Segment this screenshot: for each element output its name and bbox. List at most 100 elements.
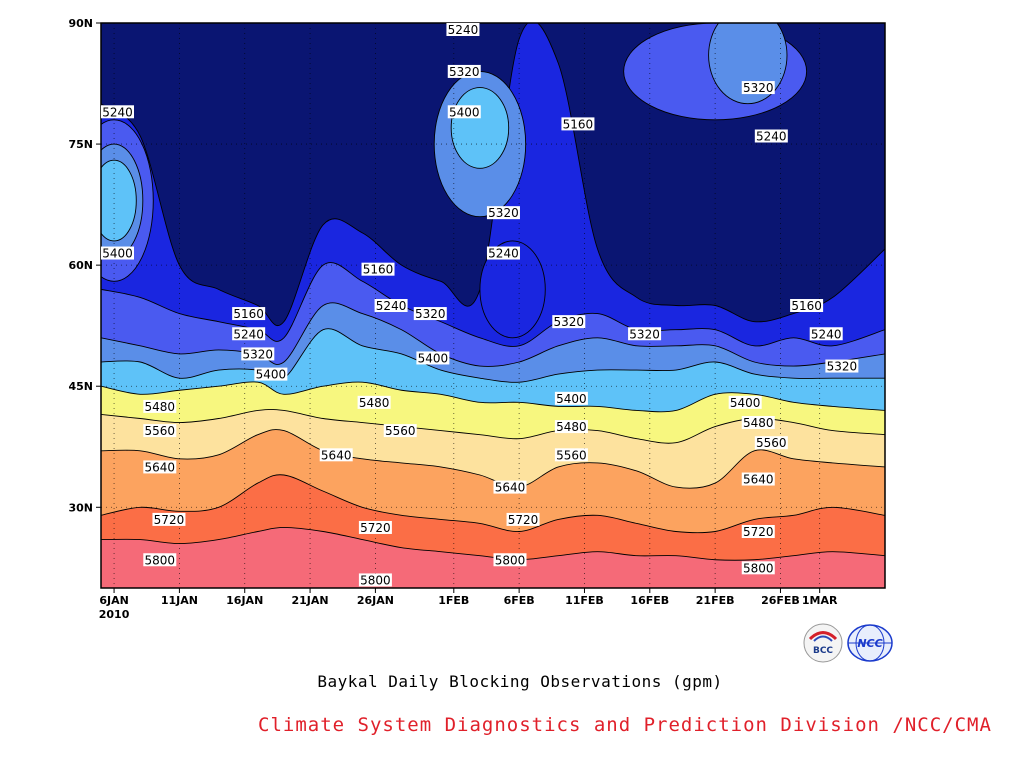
contour-label-bg bbox=[741, 81, 775, 95]
contour-label-text: 5240 bbox=[488, 247, 519, 261]
contour-label-text: 5720 bbox=[743, 525, 774, 539]
contour-label-text: 5640 bbox=[495, 481, 526, 495]
contour-label: 5400 bbox=[101, 247, 134, 261]
contour-label: 5320 bbox=[486, 206, 520, 220]
contour-label-bg bbox=[143, 553, 177, 567]
contour-label: 5240 bbox=[754, 129, 788, 144]
contour-label-bg bbox=[416, 351, 450, 365]
x-tick-label: 26JAN bbox=[357, 594, 394, 607]
contour-label-text: 5240 bbox=[376, 299, 407, 313]
contour-label: 5240 bbox=[809, 327, 843, 341]
bcc-logo: BCC bbox=[803, 623, 843, 663]
contour-label-bg bbox=[232, 327, 266, 341]
contour-label-bg bbox=[143, 399, 177, 413]
contour-label-bg bbox=[374, 299, 408, 312]
contour-label: 5320 bbox=[241, 347, 275, 361]
x-tick-label: 21JAN bbox=[292, 594, 329, 607]
contour-label-text: 5480 bbox=[556, 420, 587, 434]
contour-label-text: 5400 bbox=[556, 392, 587, 406]
contour-label-text: 5400 bbox=[418, 351, 449, 365]
contour-label: 5400 bbox=[416, 351, 450, 365]
contour-label: 5560 bbox=[143, 424, 177, 438]
x-tick-label: 16FEB bbox=[630, 594, 669, 607]
contour-label-text: 5720 bbox=[508, 513, 539, 527]
contour-label: 5240 bbox=[446, 23, 480, 37]
contour-label: 5800 bbox=[493, 553, 527, 567]
contour-label: 5640 bbox=[741, 472, 775, 487]
contour-label-text: 5800 bbox=[360, 573, 391, 587]
contour-label: 5160 bbox=[790, 299, 824, 313]
contour-label: 5640 bbox=[319, 448, 353, 462]
contour-label: 5240 bbox=[101, 105, 134, 119]
contour-label-text: 5400 bbox=[449, 105, 480, 119]
contour-label: 5320 bbox=[628, 327, 662, 341]
contour-label-bg bbox=[552, 315, 586, 329]
credit-line: Climate System Diagnostics and Predictio… bbox=[258, 714, 992, 736]
contour-labels: 5240 5400 5160 5240 5320 5400 5480 5560 5640 5720… bbox=[101, 23, 859, 587]
contour-label-bg bbox=[101, 246, 134, 260]
contour-label: 5560 bbox=[383, 424, 417, 438]
contour-label-text: 5320 bbox=[743, 81, 774, 95]
contour-label-bg bbox=[358, 520, 392, 534]
contour-label-bg bbox=[319, 448, 353, 462]
contour-label-text: 5160 bbox=[363, 263, 394, 277]
contour-label-bg bbox=[358, 573, 392, 587]
contour-label: 5640 bbox=[493, 480, 527, 495]
contour-label-text: 5320 bbox=[629, 327, 660, 341]
contour-label-text: 5640 bbox=[321, 448, 352, 462]
contour-label: 5480 bbox=[741, 416, 775, 430]
contour-label-bg bbox=[143, 424, 177, 438]
contour-label-text: 5320 bbox=[554, 315, 585, 329]
contour-label-text: 5400 bbox=[102, 247, 133, 261]
contour-label-text: 5240 bbox=[448, 23, 479, 37]
x-tick-label: 26FEB bbox=[761, 594, 800, 607]
y-tick-label: 45N bbox=[68, 380, 93, 393]
contour-label-bg bbox=[486, 246, 520, 260]
contour-label: 5320 bbox=[413, 307, 447, 321]
contour-label-bg bbox=[741, 525, 775, 538]
contour-label: 5640 bbox=[143, 460, 177, 474]
contour-label: 5320 bbox=[552, 315, 586, 329]
contour-label-text: 5800 bbox=[495, 553, 526, 567]
contour-label-text: 5720 bbox=[154, 513, 185, 527]
contour-label-bg bbox=[486, 206, 520, 220]
contour-label-text: 5800 bbox=[743, 561, 774, 575]
contour-label: 5800 bbox=[741, 561, 775, 575]
contour-label-bg bbox=[506, 512, 540, 526]
contour-label: 5160 bbox=[561, 117, 595, 131]
contour-label-bg bbox=[447, 105, 481, 119]
x-tick-sublabel: 2010 bbox=[99, 608, 130, 621]
x-tick-label: 11JAN bbox=[161, 594, 198, 607]
contour-label-bg bbox=[383, 424, 417, 438]
contour-label-text: 5320 bbox=[488, 206, 519, 220]
contour-label-text: 5640 bbox=[145, 460, 176, 474]
contour-label-text: 5400 bbox=[730, 396, 761, 410]
contour-label-bg bbox=[790, 299, 824, 312]
x-tick-label: 16JAN bbox=[226, 594, 263, 607]
contour-label: 5560 bbox=[554, 448, 588, 462]
contour-label-bg bbox=[357, 395, 391, 409]
contour-label: 5320 bbox=[825, 359, 859, 374]
contour-label: 5400 bbox=[728, 395, 762, 410]
contour-label: 5480 bbox=[143, 399, 177, 414]
contour-label-bg bbox=[554, 420, 588, 434]
contour-label-bg bbox=[754, 129, 788, 143]
contour-label-text: 5560 bbox=[756, 436, 787, 450]
contour-label: 5240 bbox=[374, 299, 408, 313]
ncc-logo-text: NCC bbox=[857, 637, 882, 650]
contour-label-bg bbox=[825, 359, 859, 373]
y-tick-label: 75N bbox=[68, 138, 93, 151]
plot-frame bbox=[100, 22, 886, 589]
contour-label: 5320 bbox=[447, 64, 481, 79]
contour-label: 5240 bbox=[232, 327, 266, 341]
contour-label-text: 5400 bbox=[256, 368, 287, 382]
contour-label-text: 5240 bbox=[233, 327, 264, 341]
contour-label: 5400 bbox=[447, 105, 481, 119]
contour-label-text: 5240 bbox=[102, 105, 133, 119]
bcc-logo-text: BCC bbox=[813, 646, 833, 656]
contour-label-bg bbox=[561, 117, 595, 131]
contour-label: 5320 bbox=[741, 81, 775, 95]
x-tick-label: 6JAN bbox=[99, 594, 128, 607]
contour-label: 5720 bbox=[152, 512, 186, 527]
